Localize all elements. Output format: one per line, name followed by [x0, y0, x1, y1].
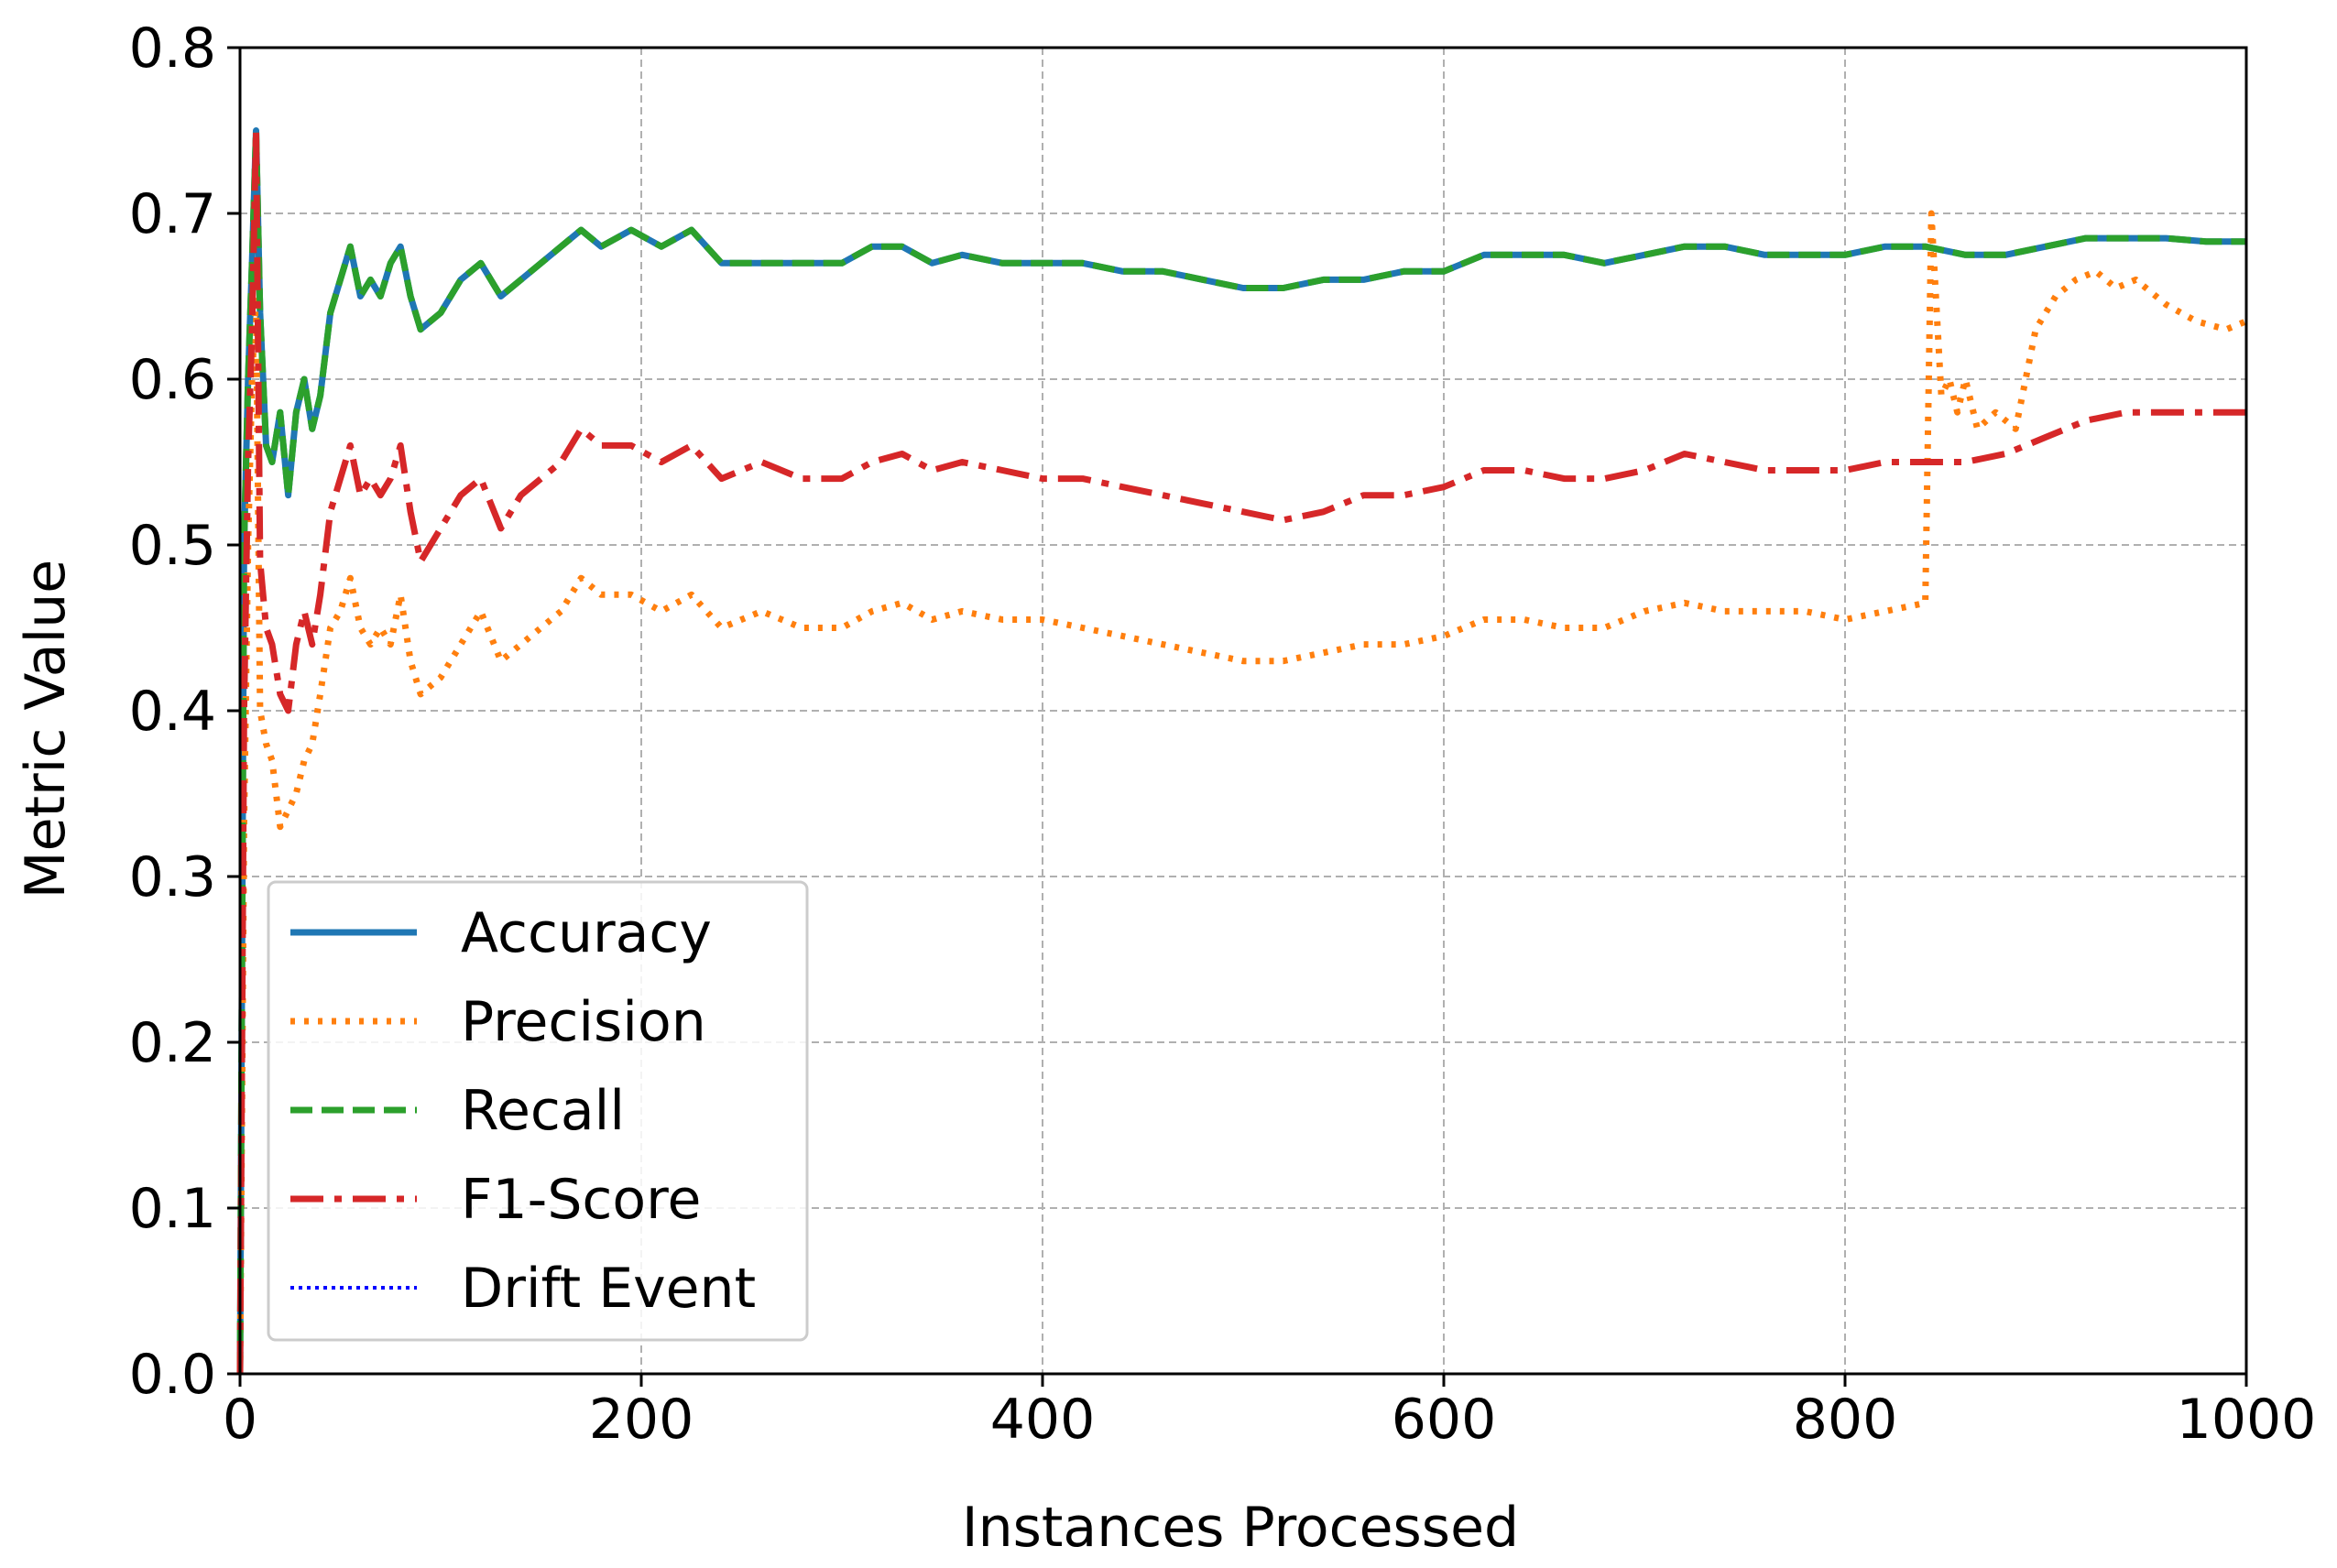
series-line-f1-score [236, 127, 2246, 1375]
series-line-precision [236, 210, 2248, 1375]
series-lines [236, 127, 2248, 1375]
x-tick-label: 800 [1793, 1388, 1898, 1452]
y-tick-label: 0.3 [129, 845, 216, 909]
x-tick-label: 400 [990, 1388, 1096, 1452]
y-tick-label: 0.4 [129, 680, 216, 744]
series-line-recall [236, 127, 2246, 1375]
y-axis-label: Metric Value [14, 560, 78, 898]
legend: Accuracy Precision Recall F1-Score Drift Eve… [267, 880, 809, 1342]
legend-box [267, 880, 809, 1342]
x-axis-ticks: 0 200 400 600 800 1000 [223, 1374, 2316, 1452]
y-tick-label: 0.7 [129, 182, 216, 246]
y-tick-label: 0.6 [129, 348, 216, 412]
legend-label-precision: Precision [461, 990, 706, 1054]
legend-label-recall: Recall [461, 1079, 625, 1143]
x-tick-label: 1000 [2177, 1388, 2317, 1452]
x-axis-label: Instances Processed [962, 1496, 1519, 1560]
legend-label-drift-event: Drift Event [461, 1257, 756, 1321]
x-tick-label: 600 [1392, 1388, 1497, 1452]
y-tick-label: 0.1 [129, 1177, 216, 1241]
legend-label-accuracy: Accuracy [461, 901, 712, 965]
y-tick-label: 0.0 [129, 1343, 216, 1407]
legend-label-f1-score: F1-Score [461, 1168, 701, 1232]
y-tick-label: 0.5 [129, 514, 216, 578]
x-tick-label: 0 [223, 1388, 257, 1452]
y-tick-label: 0.8 [129, 16, 216, 81]
y-tick-label: 0.2 [129, 1011, 216, 1075]
x-tick-label: 200 [589, 1388, 694, 1452]
y-axis-ticks: 0.0 0.1 0.2 0.3 0.4 0.5 0.6 0.7 0.8 [129, 16, 240, 1407]
